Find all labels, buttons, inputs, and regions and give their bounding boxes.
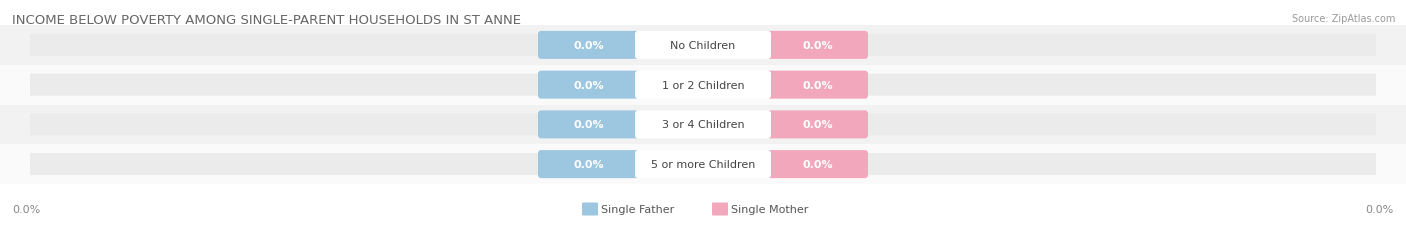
Text: No Children: No Children [671, 41, 735, 51]
Text: Source: ZipAtlas.com: Source: ZipAtlas.com [1292, 14, 1395, 24]
FancyBboxPatch shape [30, 153, 1376, 175]
FancyBboxPatch shape [636, 111, 770, 139]
Text: 5 or more Children: 5 or more Children [651, 159, 755, 169]
Text: 0.0%: 0.0% [574, 159, 603, 169]
Bar [0, 105, 1406, 145]
FancyBboxPatch shape [636, 32, 770, 60]
Text: 0.0%: 0.0% [1365, 204, 1393, 214]
Bar [0, 26, 1406, 65]
Text: 0.0%: 0.0% [803, 159, 832, 169]
Text: INCOME BELOW POVERTY AMONG SINGLE-PARENT HOUSEHOLDS IN ST ANNE: INCOME BELOW POVERTY AMONG SINGLE-PARENT… [13, 14, 522, 27]
FancyBboxPatch shape [538, 32, 638, 60]
Text: 0.0%: 0.0% [574, 80, 603, 90]
Text: 1 or 2 Children: 1 or 2 Children [662, 80, 744, 90]
FancyBboxPatch shape [711, 203, 728, 216]
Text: 0.0%: 0.0% [13, 204, 41, 214]
Text: 0.0%: 0.0% [574, 41, 603, 51]
FancyBboxPatch shape [636, 71, 770, 99]
Bar [0, 145, 1406, 184]
Text: Single Father: Single Father [600, 204, 675, 214]
FancyBboxPatch shape [636, 150, 770, 178]
FancyBboxPatch shape [538, 71, 638, 99]
FancyBboxPatch shape [768, 150, 868, 178]
Text: 0.0%: 0.0% [803, 80, 832, 90]
FancyBboxPatch shape [30, 74, 1376, 96]
FancyBboxPatch shape [30, 35, 1376, 57]
Text: 0.0%: 0.0% [803, 41, 832, 51]
Text: 0.0%: 0.0% [574, 120, 603, 130]
FancyBboxPatch shape [768, 111, 868, 139]
FancyBboxPatch shape [582, 203, 598, 216]
Text: 0.0%: 0.0% [803, 120, 832, 130]
FancyBboxPatch shape [768, 32, 868, 60]
FancyBboxPatch shape [538, 150, 638, 178]
FancyBboxPatch shape [538, 111, 638, 139]
FancyBboxPatch shape [768, 71, 868, 99]
Text: Single Mother: Single Mother [731, 204, 808, 214]
FancyBboxPatch shape [30, 114, 1376, 136]
Text: 3 or 4 Children: 3 or 4 Children [662, 120, 744, 130]
Bar [0, 65, 1406, 105]
